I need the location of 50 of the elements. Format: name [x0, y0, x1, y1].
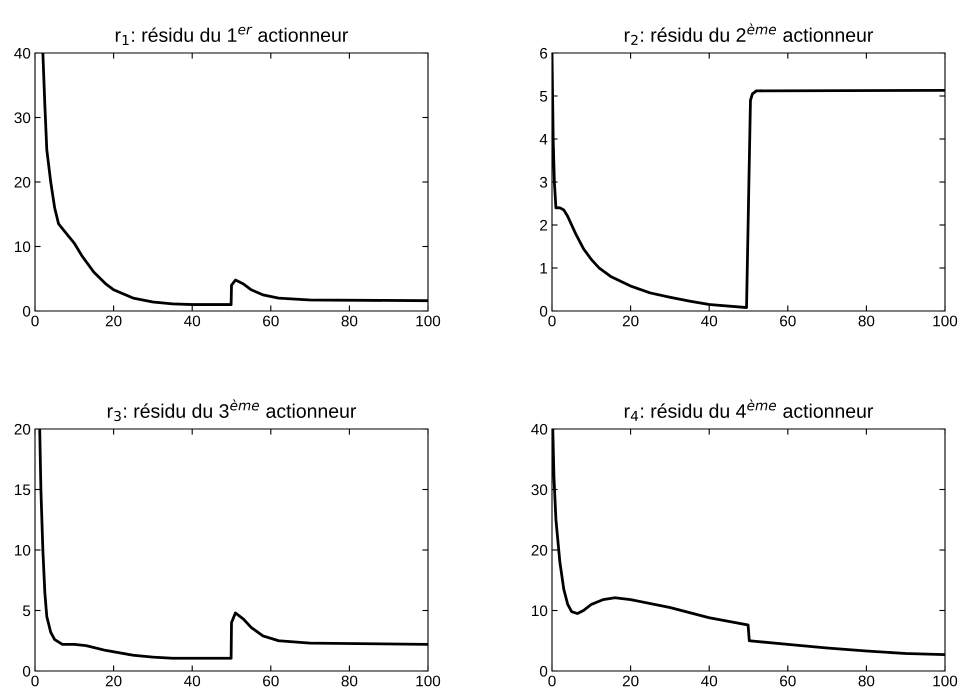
y-tick-label: 20	[532, 544, 548, 556]
x-tick-label: 80	[342, 316, 358, 326]
x-tick-label: 60	[780, 316, 796, 326]
y-tick-label: 20	[14, 424, 30, 435]
chart-title: r$_{2}$: résidu du 2$^{ème}$ actionneur	[624, 23, 874, 45]
x-tick-label: 0	[548, 316, 556, 326]
x-tick-label: 60	[263, 316, 279, 326]
y-tick-label: 20	[14, 176, 30, 188]
chart-title: r$_{4}$: résidu du 4$^{ème}$ actionneur	[624, 399, 874, 421]
y-tick-label: 0	[540, 666, 548, 677]
y-tick-label: 40	[531, 424, 548, 435]
x-tick-label: 100	[416, 316, 440, 326]
x-tick-label: 20	[106, 676, 122, 686]
x-tick-label: 40	[184, 316, 200, 326]
x-tick-label: 20	[106, 316, 122, 326]
x-tick-label: 60	[780, 676, 796, 686]
x-tick-label: 0	[31, 316, 39, 326]
y-tick-label: 0	[22, 306, 30, 317]
y-tick-label: 30	[531, 484, 548, 496]
y-tick-label: 5	[22, 606, 30, 616]
x-tick-label: 20	[622, 316, 638, 326]
y-tick-label: 2	[540, 220, 548, 231]
x-tick-label: 20	[622, 676, 638, 686]
x-tick-label: 40	[184, 676, 200, 686]
x-tick-label: 80	[342, 676, 358, 686]
y-tick-label: 30	[14, 112, 30, 124]
y-tick-label: 1	[540, 263, 548, 274]
y-tick-label: 5	[540, 91, 548, 102]
chart-title: r$_{1}$: résidu du 1$^{er}$ actionneur	[116, 26, 348, 45]
y-tick-label: 4	[540, 134, 548, 145]
chart-title: r$_{3}$: résidu du 3$^{ème}$ actionneur	[108, 399, 356, 422]
x-tick-label: 100	[416, 676, 440, 686]
x-tick-label: 80	[858, 676, 874, 686]
y-tick-label: 10	[532, 605, 548, 616]
y-tick-label: 10	[15, 544, 30, 556]
x-tick-label: 60	[263, 676, 279, 686]
y-tick-label: 6	[540, 48, 548, 59]
x-tick-label: 100	[933, 676, 958, 686]
y-tick-label: 0	[540, 306, 548, 317]
x-tick-label: 0	[548, 676, 556, 686]
y-tick-label: 0	[22, 666, 30, 677]
x-tick-label: 40	[701, 316, 718, 326]
y-tick-label: 40	[14, 48, 30, 59]
y-tick-label: 10	[15, 241, 30, 252]
x-tick-label: 80	[858, 316, 874, 326]
x-tick-label: 100	[933, 316, 958, 326]
x-tick-label: 0	[31, 676, 39, 686]
y-tick-label: 15	[15, 484, 30, 496]
x-tick-label: 40	[701, 676, 718, 686]
y-tick-label: 3	[540, 176, 548, 188]
